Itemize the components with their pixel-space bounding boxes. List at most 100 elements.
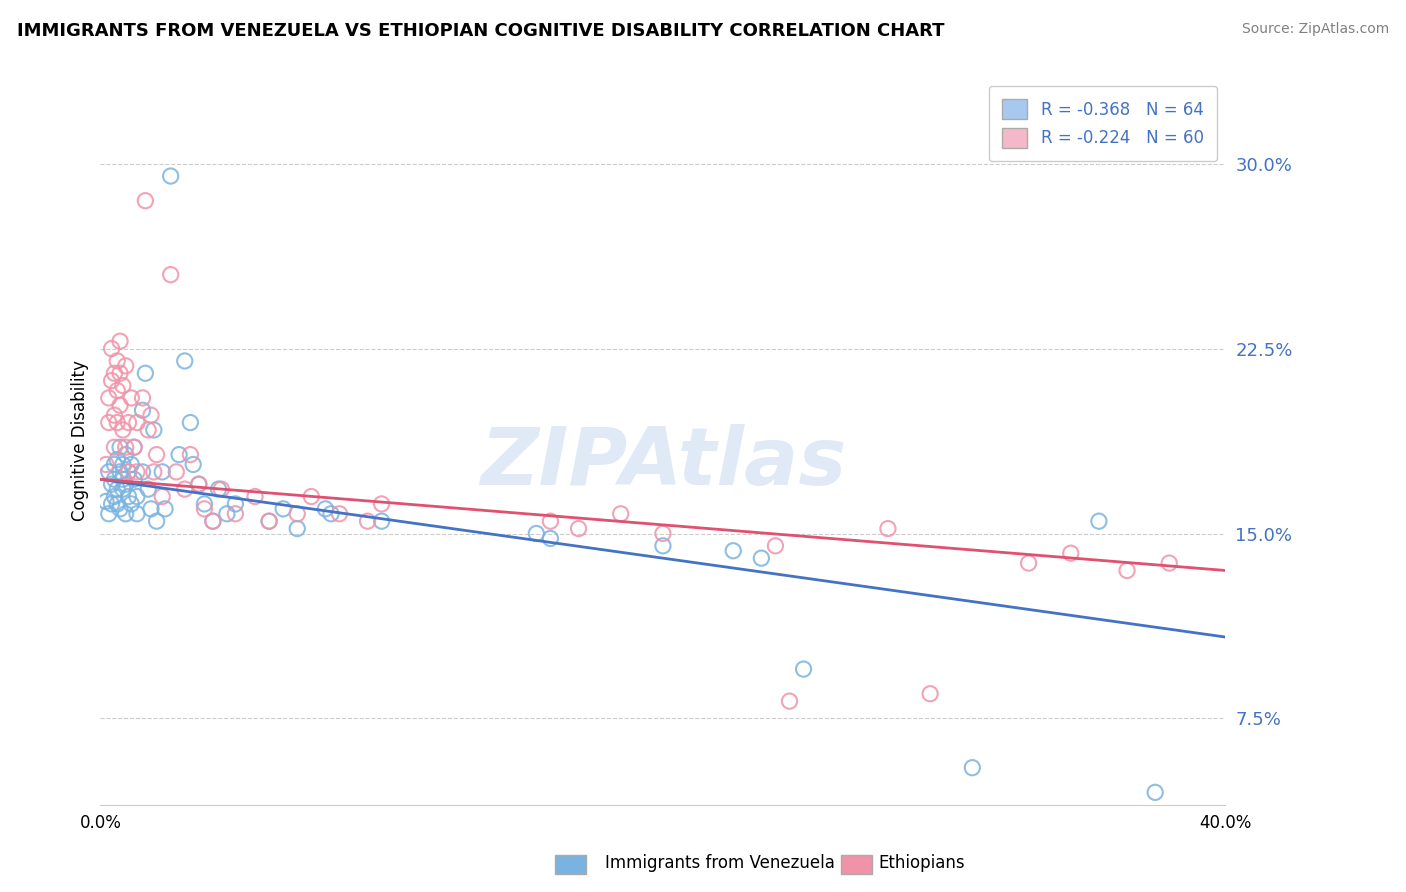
Point — [201, 514, 224, 528]
Point — [145, 514, 167, 528]
Point — [257, 514, 280, 528]
Point — [105, 452, 128, 467]
Point — [215, 507, 238, 521]
Point — [207, 482, 229, 496]
Point — [111, 423, 134, 437]
Point — [114, 440, 136, 454]
Point — [108, 501, 131, 516]
Point — [114, 477, 136, 491]
Point — [370, 514, 392, 528]
Point — [131, 403, 153, 417]
Point — [117, 416, 139, 430]
Point — [108, 334, 131, 349]
Point — [125, 465, 148, 479]
Point — [370, 497, 392, 511]
Point — [142, 465, 165, 479]
Point — [97, 416, 120, 430]
Point — [122, 472, 145, 486]
Point — [122, 440, 145, 454]
Point — [108, 465, 131, 479]
Point — [114, 507, 136, 521]
Point — [131, 391, 153, 405]
Point — [209, 482, 232, 496]
Point — [105, 416, 128, 430]
Point — [651, 539, 673, 553]
Point — [142, 423, 165, 437]
Text: IMMIGRANTS FROM VENEZUELA VS ETHIOPIAN COGNITIVE DISABILITY CORRELATION CHART: IMMIGRANTS FROM VENEZUELA VS ETHIOPIAN C… — [17, 22, 945, 40]
Text: Ethiopians: Ethiopians — [879, 855, 966, 872]
Point — [314, 501, 336, 516]
Point — [97, 465, 120, 479]
Point — [173, 354, 195, 368]
Text: Immigrants from Venezuela: Immigrants from Venezuela — [605, 855, 834, 872]
Point — [150, 465, 173, 479]
Point — [117, 465, 139, 479]
Point — [271, 501, 294, 516]
Point — [134, 366, 156, 380]
Point — [117, 490, 139, 504]
Point — [723, 543, 745, 558]
Point — [167, 448, 190, 462]
Point — [765, 539, 787, 553]
Point — [108, 440, 131, 454]
Point — [114, 448, 136, 462]
Point — [609, 507, 631, 521]
Point — [136, 482, 159, 496]
Point — [111, 458, 134, 472]
Point — [145, 448, 167, 462]
Point — [524, 526, 547, 541]
Point — [108, 366, 131, 380]
Point — [103, 472, 125, 486]
Point — [1116, 564, 1139, 578]
Point — [108, 398, 131, 412]
Point — [920, 687, 942, 701]
Point — [877, 522, 900, 536]
Point — [122, 440, 145, 454]
Point — [125, 490, 148, 504]
Y-axis label: Cognitive Disability: Cognitive Disability — [72, 360, 89, 522]
Point — [159, 268, 181, 282]
Point — [181, 458, 204, 472]
Text: ZIPAtlas: ZIPAtlas — [479, 424, 846, 502]
Point — [328, 507, 350, 521]
Point — [1018, 556, 1040, 570]
Point — [1201, 827, 1223, 841]
Point — [173, 482, 195, 496]
Point — [193, 497, 215, 511]
Point — [114, 359, 136, 373]
Point — [193, 501, 215, 516]
Point — [136, 423, 159, 437]
Point — [751, 551, 773, 566]
Point — [159, 169, 181, 183]
Point — [125, 507, 148, 521]
Point — [111, 482, 134, 496]
Point — [201, 514, 224, 528]
Point — [257, 514, 280, 528]
Point — [100, 477, 122, 491]
Point — [285, 507, 308, 521]
Point — [103, 458, 125, 472]
Point — [962, 761, 984, 775]
Legend: R = -0.368   N = 64, R = -0.224   N = 60: R = -0.368 N = 64, R = -0.224 N = 60 — [990, 86, 1218, 161]
Point — [179, 416, 201, 430]
Point — [103, 366, 125, 380]
Point — [1088, 514, 1111, 528]
Point — [153, 501, 176, 516]
Point — [120, 391, 142, 405]
Point — [187, 477, 209, 491]
Text: Source: ZipAtlas.com: Source: ZipAtlas.com — [1241, 22, 1389, 37]
Point — [285, 522, 308, 536]
Point — [793, 662, 815, 676]
Point — [243, 490, 266, 504]
Point — [1159, 556, 1181, 570]
Point — [120, 458, 142, 472]
Point — [567, 522, 589, 536]
Point — [111, 472, 134, 486]
Point — [131, 465, 153, 479]
Point — [94, 494, 117, 508]
Point — [94, 458, 117, 472]
Point — [103, 440, 125, 454]
Point — [105, 482, 128, 496]
Point — [651, 526, 673, 541]
Point — [100, 342, 122, 356]
